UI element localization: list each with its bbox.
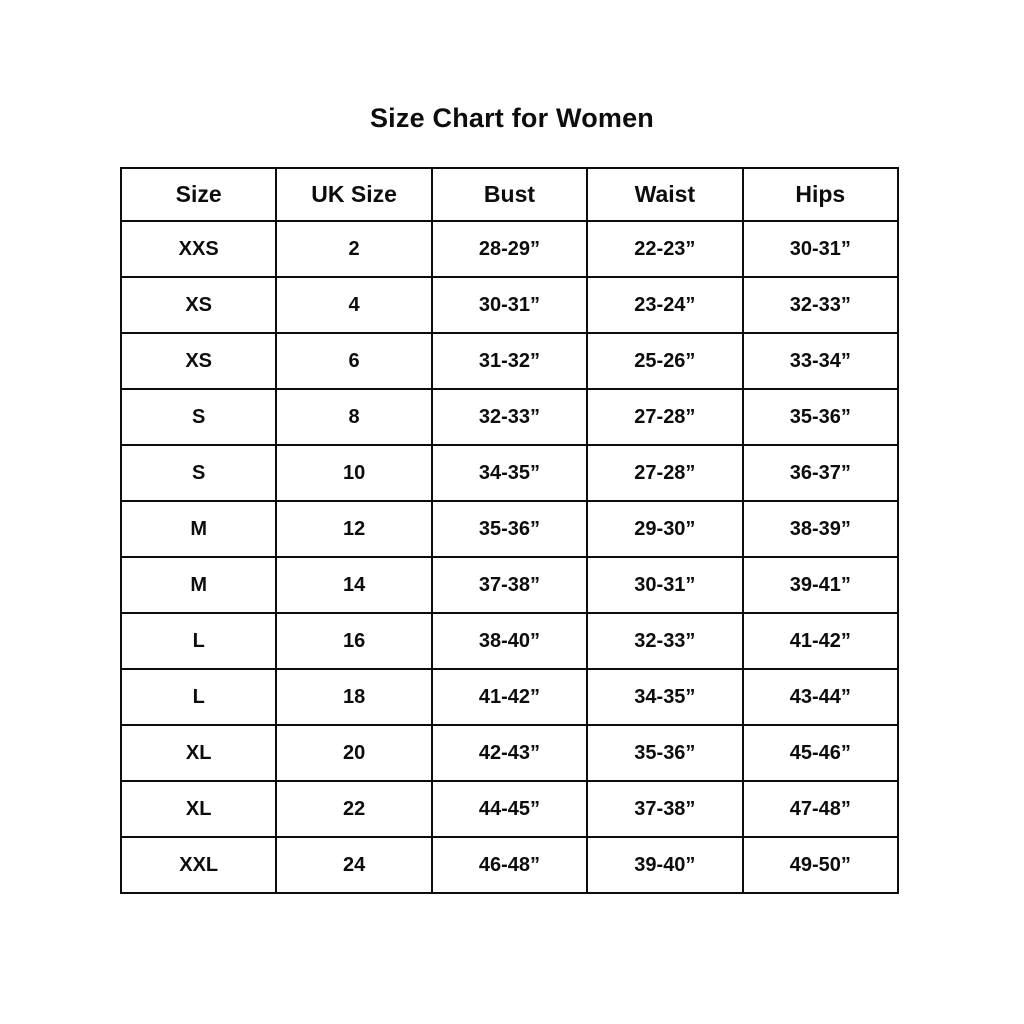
table-cell: 47-48” bbox=[741, 780, 900, 838]
table-cell: 28-29” bbox=[430, 220, 589, 278]
table-cell: XL bbox=[119, 780, 278, 838]
table-row: XS 4 30-31” 23-24” 32-33” bbox=[119, 276, 900, 334]
table-cell: 31-32” bbox=[430, 332, 589, 390]
size-table: Size UK Size Bust Waist Hips XXS 2 28-29” 2… bbox=[119, 167, 900, 894]
table-cell: 32-33” bbox=[430, 388, 589, 446]
table-row: XXL 24 46-48” 39-40” 49-50” bbox=[119, 836, 900, 894]
table-row: M 12 35-36” 29-30” 38-39” bbox=[119, 500, 900, 558]
table-cell: 20 bbox=[275, 724, 433, 782]
table-cell: 38-40” bbox=[430, 612, 589, 670]
column-header-size: Size bbox=[119, 167, 278, 222]
table-cell: S bbox=[119, 444, 278, 502]
table-cell: M bbox=[119, 500, 278, 558]
table-cell: 35-36” bbox=[741, 388, 900, 446]
table-row: XS 6 31-32” 25-26” 33-34” bbox=[119, 332, 900, 390]
table-cell: 22-23” bbox=[586, 220, 744, 278]
table-cell: 23-24” bbox=[586, 276, 744, 334]
table-cell: 41-42” bbox=[430, 668, 589, 726]
table-row: S 10 34-35” 27-28” 36-37” bbox=[119, 444, 900, 502]
column-header-waist: Waist bbox=[586, 167, 744, 222]
table-cell: 46-48” bbox=[430, 836, 589, 894]
table-cell: 39-40” bbox=[586, 836, 744, 894]
table-cell: 14 bbox=[275, 556, 433, 614]
table-cell: 25-26” bbox=[586, 332, 744, 390]
table-cell: 44-45” bbox=[430, 780, 589, 838]
table-cell: 27-28” bbox=[586, 444, 744, 502]
table-cell: L bbox=[119, 612, 278, 670]
table-cell: 42-43” bbox=[430, 724, 589, 782]
table-row: S 8 32-33” 27-28” 35-36” bbox=[119, 388, 900, 446]
table-row: L 18 41-42” 34-35” 43-44” bbox=[119, 668, 900, 726]
column-header-uk-size: UK Size bbox=[275, 167, 433, 222]
table-cell: 39-41” bbox=[741, 556, 900, 614]
table-cell: 27-28” bbox=[586, 388, 744, 446]
table-cell: 32-33” bbox=[741, 276, 900, 334]
table-cell: 33-34” bbox=[741, 332, 900, 390]
table-cell: 2 bbox=[275, 220, 433, 278]
table-cell: L bbox=[119, 668, 278, 726]
table-cell: 43-44” bbox=[741, 668, 900, 726]
table-cell: 6 bbox=[275, 332, 433, 390]
table-cell: 35-36” bbox=[430, 500, 589, 558]
column-header-hips: Hips bbox=[741, 167, 900, 222]
page-title: Size Chart for Women bbox=[369, 103, 655, 133]
size-table-header: Size UK Size Bust Waist Hips bbox=[119, 167, 900, 222]
table-cell: 30-31” bbox=[430, 276, 589, 334]
table-cell: 8 bbox=[275, 388, 433, 446]
table-cell: 4 bbox=[275, 276, 433, 334]
table-cell: 16 bbox=[275, 612, 433, 670]
table-cell: 30-31” bbox=[586, 556, 744, 614]
table-cell: 30-31” bbox=[741, 220, 900, 278]
table-cell: XS bbox=[119, 332, 278, 390]
table-row: XL 20 42-43” 35-36” 45-46” bbox=[119, 724, 900, 782]
table-cell: 45-46” bbox=[741, 724, 900, 782]
table-cell: 10 bbox=[275, 444, 433, 502]
table-cell: 35-36” bbox=[586, 724, 744, 782]
table-cell: 37-38” bbox=[430, 556, 589, 614]
table-row: M 14 37-38” 30-31” 39-41” bbox=[119, 556, 900, 614]
table-cell: 18 bbox=[275, 668, 433, 726]
table-cell: 34-35” bbox=[430, 444, 589, 502]
table-cell: 29-30” bbox=[586, 500, 744, 558]
table-cell: 34-35” bbox=[586, 668, 744, 726]
column-header-bust: Bust bbox=[430, 167, 589, 222]
table-cell: 41-42” bbox=[741, 612, 900, 670]
table-cell: M bbox=[119, 556, 278, 614]
table-cell: 38-39” bbox=[741, 500, 900, 558]
table-cell: XS bbox=[119, 276, 278, 334]
table-cell: 49-50” bbox=[741, 836, 900, 894]
size-table-body: XXS 2 28-29” 22-23” 30-31” XS 4 30-31” 23-24” 32-… bbox=[119, 220, 900, 894]
table-row: XL 22 44-45” 37-38” 47-48” bbox=[119, 780, 900, 838]
table-cell: S bbox=[119, 388, 278, 446]
table-cell: XXL bbox=[119, 836, 278, 894]
table-cell: 37-38” bbox=[586, 780, 744, 838]
table-cell: XXS bbox=[119, 220, 278, 278]
table-cell: 32-33” bbox=[586, 612, 744, 670]
table-cell: 36-37” bbox=[741, 444, 900, 502]
table-cell: XL bbox=[119, 724, 278, 782]
table-row: XXS 2 28-29” 22-23” 30-31” bbox=[119, 220, 900, 278]
table-cell: 12 bbox=[275, 500, 433, 558]
table-cell: 22 bbox=[275, 780, 433, 838]
header-row: Size UK Size Bust Waist Hips bbox=[119, 167, 900, 222]
table-cell: 24 bbox=[275, 836, 433, 894]
table-row: L 16 38-40” 32-33” 41-42” bbox=[119, 612, 900, 670]
